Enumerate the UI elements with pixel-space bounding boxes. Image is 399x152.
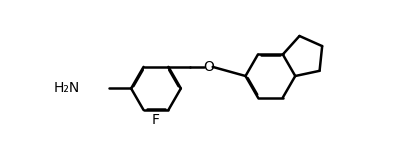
Text: F: F bbox=[152, 113, 160, 127]
Text: H₂N: H₂N bbox=[54, 81, 80, 95]
Text: O: O bbox=[203, 60, 213, 74]
